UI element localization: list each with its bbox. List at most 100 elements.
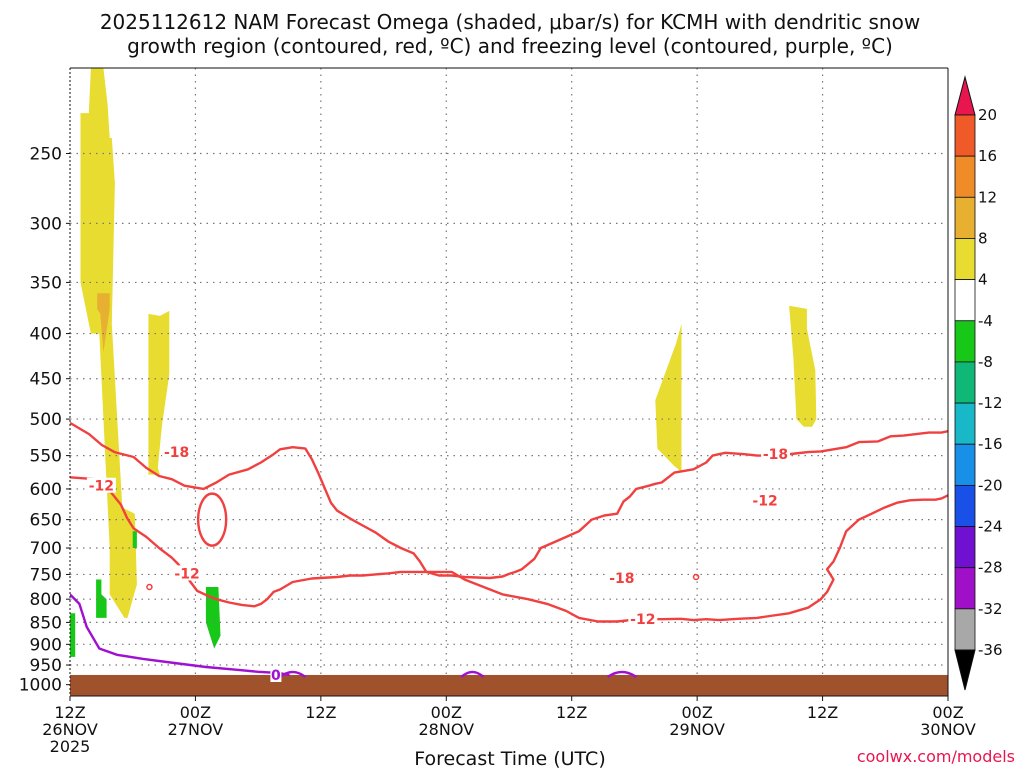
label-minus12-b: -12 [174, 566, 199, 582]
ground-fill [70, 674, 948, 696]
contour-dot [692, 573, 700, 581]
y-axis: 2503003504004505005506006507007508008509… [19, 144, 70, 696]
y-tick-label: 450 [30, 370, 62, 390]
x-tick-label-line1: 12Z [556, 703, 587, 722]
omega-region-positive-4 [97, 293, 110, 353]
x-tick-label-line1: 12Z [305, 703, 336, 722]
colorbar-segment [954, 320, 976, 363]
plot-frame [69, 67, 949, 697]
label-minus18-b-bg [607, 570, 637, 586]
y-tick-label: 250 [30, 144, 62, 164]
label-minus18-c: -18 [763, 447, 788, 463]
colorbar-label: 16 [978, 147, 997, 165]
chart-title-line1: 2025112612 NAM Forecast Omega (shaded, μ… [100, 10, 920, 34]
label-minus18-b: -18 [609, 571, 634, 587]
omega-region-negative-0 [70, 613, 76, 657]
colorbar: 20 16 12 8 4 -4 -8 -12 -16 -20 -24 -28 -32 -36 [954, 75, 1003, 691]
x-tick-label-line2: 27NOV [168, 720, 224, 739]
chart-title-line2: growth region (contoured, red, ºC) and f… [127, 34, 893, 58]
colorbar-label: 4 [978, 271, 988, 289]
colorbar-bottom-arrow [954, 649, 976, 691]
contour-minus12-loop [196, 492, 228, 547]
colorbar-segment [954, 567, 976, 610]
x-tick-label-line2: 29NOV [669, 720, 725, 739]
omega-region-negative-1 [96, 579, 107, 618]
y-tick-label: 950 [30, 656, 62, 676]
colorbar-label: -24 [978, 518, 1003, 536]
omega-negative-shading [70, 531, 221, 657]
credit-text: coolwx.com/models [857, 747, 1015, 766]
colorbar-label: 8 [978, 229, 988, 247]
omega-region-positive-0 [80, 68, 137, 618]
plot-area: -18 -12 -12 -18 -12 -18 -12 0 [70, 68, 948, 696]
y-tick-label: 750 [30, 565, 62, 585]
label-minus18-a-bg [162, 444, 192, 460]
label-freezing-zero: 0 [271, 668, 281, 684]
colorbar-label: -28 [978, 559, 1003, 577]
omega-region-positive-3 [789, 305, 817, 427]
y-tick-label: 400 [30, 325, 62, 345]
colorbar-segment [954, 114, 976, 157]
y-tick-label: 600 [30, 480, 62, 500]
colorbar-label: 20 [978, 106, 997, 124]
grid-lines [70, 68, 948, 696]
contour-dot [146, 583, 153, 591]
y-tick-label: 800 [30, 590, 62, 610]
omega-region-negative-2 [132, 531, 137, 548]
label-minus18-c-bg [761, 446, 791, 462]
label-minus12-c-bg [628, 611, 658, 627]
omega-positive-shading [80, 68, 817, 618]
label-minus12-a-bg [86, 477, 116, 493]
colorbar-label: -12 [978, 394, 1003, 412]
y-tick-label: 900 [30, 635, 62, 655]
colorbar-segment [954, 196, 976, 239]
label-minus12-c: -12 [630, 612, 655, 628]
temperature-contours: -18 -12 -12 -18 -12 -18 -12 0 [70, 421, 948, 684]
label-minus12-d-bg [750, 492, 780, 508]
label-minus18-a: -18 [164, 445, 189, 461]
label-minus12-b-bg [172, 565, 202, 581]
label-minus12-a: -12 [89, 479, 114, 495]
y-tick-label: 500 [30, 410, 62, 430]
contour-minus18 [70, 421, 948, 580]
colorbar-segment [954, 361, 976, 404]
x-tick-label-line3: 2025 [50, 737, 91, 756]
x-tick-label-line2: 30NOV [920, 720, 976, 739]
freezing-level-line [70, 593, 290, 677]
freezing-level-bump-1 [460, 670, 485, 678]
colorbar-label: -20 [978, 476, 1003, 494]
freezing-level-bump-0 [279, 670, 307, 678]
x-tick-label-line2: 28NOV [418, 720, 474, 739]
colorbar-segment [954, 526, 976, 569]
colorbar-label: -8 [978, 353, 993, 371]
y-tick-label: 1000 [19, 676, 62, 696]
y-tick-label: 650 [30, 511, 62, 531]
colorbar-segment [954, 484, 976, 527]
x-axis-label: Forecast Time (UTC) [414, 748, 605, 768]
colorbar-label: -4 [978, 312, 993, 330]
colorbar-segment [954, 238, 976, 281]
colorbar-label: -16 [978, 435, 1003, 453]
y-tick-label: 700 [30, 539, 62, 559]
x-tick-label-line1: 00Z [681, 703, 712, 722]
contour-minus12 [70, 476, 948, 623]
x-tick-label-line1: 12Z [54, 703, 85, 722]
colorbar-segment [954, 443, 976, 486]
x-tick-label-line1: 12Z [807, 703, 838, 722]
freezing-level-bump-2 [606, 670, 637, 678]
colorbar-segment [954, 155, 976, 198]
omega-region-positive-2 [655, 278, 682, 472]
colorbar-label: -36 [978, 641, 1003, 659]
y-tick-label: 850 [30, 613, 62, 633]
colorbar-label: 12 [978, 188, 997, 206]
colorbar-top-arrow [954, 75, 976, 116]
omega-region-positive-1 [148, 310, 170, 475]
omega-region-negative-3 [205, 587, 221, 649]
x-tick-label-line1: 00Z [932, 703, 963, 722]
colorbar-segment [954, 402, 976, 445]
ground-terrain [70, 674, 948, 696]
colorbar-label: -32 [978, 600, 1003, 618]
y-tick-label: 350 [30, 273, 62, 293]
